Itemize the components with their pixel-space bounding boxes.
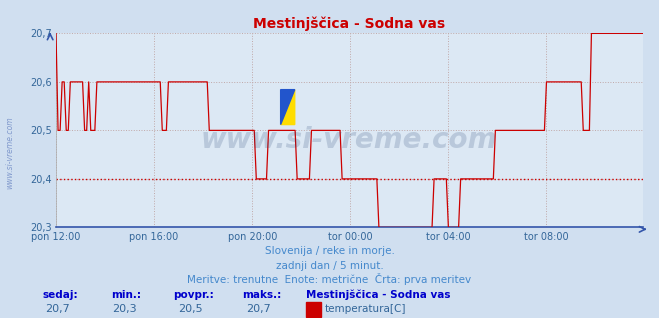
Polygon shape [281, 90, 295, 125]
Text: www.si-vreme.com: www.si-vreme.com [201, 126, 498, 154]
Text: 20,3: 20,3 [112, 304, 136, 314]
Text: Meritve: trenutne  Enote: metrične  Črta: prva meritev: Meritve: trenutne Enote: metrične Črta: … [187, 273, 472, 285]
Text: Mestinjščica - Sodna vas: Mestinjščica - Sodna vas [306, 290, 451, 300]
Text: sedaj:: sedaj: [43, 290, 78, 300]
Text: zadnji dan / 5 minut.: zadnji dan / 5 minut. [275, 261, 384, 271]
Text: 20,7: 20,7 [246, 304, 272, 314]
Title: Mestinjščica - Sodna vas: Mestinjščica - Sodna vas [253, 16, 445, 31]
Text: maks.:: maks.: [243, 290, 282, 300]
Text: min.:: min.: [111, 290, 141, 300]
Polygon shape [281, 90, 295, 125]
Text: www.si-vreme.com: www.si-vreme.com [5, 116, 14, 189]
Text: 20,7: 20,7 [45, 304, 70, 314]
Text: povpr.:: povpr.: [173, 290, 214, 300]
Text: Slovenija / reke in morje.: Slovenija / reke in morje. [264, 246, 395, 256]
Text: 20,5: 20,5 [178, 304, 202, 314]
Text: temperatura[C]: temperatura[C] [325, 304, 407, 314]
